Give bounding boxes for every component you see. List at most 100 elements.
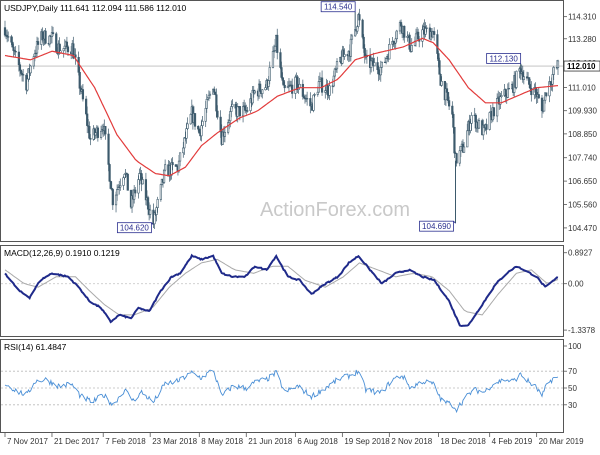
candle-body: [394, 38, 397, 44]
macd-main-line: [4, 253, 559, 328]
candle-body: [433, 31, 436, 35]
candle-body: [44, 30, 47, 44]
date-tick-label: 21 Jun 2018: [248, 437, 293, 446]
candle-body: [448, 100, 451, 107]
candle-body: [246, 110, 249, 112]
macd-tick-label: 0.8927: [568, 249, 593, 258]
candle-body: [51, 32, 55, 35]
annotation-112.130: 112.130: [486, 53, 522, 64]
candle-body: [134, 189, 137, 194]
candle-body: [11, 41, 14, 48]
candle-body: [276, 34, 279, 53]
candle-body: [193, 113, 197, 127]
candle-body: [85, 98, 88, 115]
candle-body: [440, 80, 443, 86]
annotation-label: 104.690: [422, 222, 451, 231]
price-tick-label: 104.470: [568, 224, 597, 233]
candle-body: [306, 98, 309, 100]
candle-body: [485, 124, 488, 130]
candle-body: [455, 153, 458, 164]
candle-body: [425, 27, 428, 29]
candle-body: [7, 36, 10, 38]
candle-body: [205, 98, 208, 109]
candle-body: [234, 103, 237, 109]
candle-body: [229, 111, 232, 122]
candle-body: [529, 84, 532, 89]
price-tick-label: 111.010: [568, 84, 596, 93]
candle-body: [273, 45, 277, 51]
candle-body: [488, 112, 491, 130]
candle-body: [363, 48, 366, 58]
candle-body: [204, 108, 207, 122]
candle-body: [126, 173, 129, 191]
date-tick-label: 7 Nov 2017: [7, 437, 48, 446]
candle-body: [504, 89, 507, 97]
candle-body: [528, 77, 531, 85]
candle-body: [122, 177, 125, 186]
annotation-box: [320, 1, 356, 13]
price-tick-label: 106.650: [568, 177, 597, 186]
candle-body: [328, 85, 331, 96]
candle-body: [185, 128, 188, 139]
candle-body: [318, 78, 322, 82]
candle-body: [146, 197, 150, 210]
candle-body: [268, 67, 271, 81]
candle-body: [410, 45, 413, 52]
date-tick-label: 20 Mar 2019: [539, 437, 584, 446]
candle-body: [201, 120, 204, 126]
candle-body: [99, 130, 103, 138]
candle-body: [149, 209, 152, 215]
annotation-box: [116, 222, 152, 234]
annotation-pointer: [453, 220, 456, 224]
candle-body: [89, 137, 92, 140]
rsi-line: [4, 369, 559, 414]
candle-body: [227, 122, 230, 133]
candle-body: [301, 83, 304, 97]
candle-body: [244, 105, 247, 111]
annotation-114.540: 114.540: [320, 1, 356, 13]
candle-body: [530, 88, 533, 96]
candle-body: [458, 150, 461, 164]
candle-body: [388, 44, 391, 60]
candle-body: [62, 48, 65, 52]
annotation-box: [486, 53, 522, 64]
candle-body: [86, 113, 89, 126]
candle-body: [111, 189, 114, 206]
candle-body: [107, 133, 110, 165]
candle-body: [197, 126, 200, 130]
candle-body: [326, 84, 329, 95]
candle-body: [291, 84, 294, 94]
candle-body: [155, 207, 158, 215]
candle-body: [358, 14, 361, 21]
candle-body: [421, 29, 424, 42]
candle-body: [537, 94, 540, 99]
candle-body: [26, 78, 29, 91]
axis-layer: 114.310113.280112.160111.010109.930108.8…: [4, 13, 600, 446]
candle-body: [18, 64, 22, 71]
candle-body: [462, 146, 466, 153]
candle-body: [78, 72, 81, 89]
candle-body: [385, 58, 388, 63]
candle-body: [445, 88, 449, 93]
candle-body: [320, 77, 324, 93]
candle-body: [540, 97, 544, 112]
candle-body: [241, 106, 245, 117]
candle-body: [545, 92, 548, 97]
candle-body: [414, 33, 418, 42]
candle-body: [223, 131, 227, 137]
candle-body: [177, 160, 181, 172]
candle-body: [144, 179, 148, 201]
candle-body: [94, 132, 97, 136]
candle-body: [399, 22, 403, 27]
macd-layer: [1, 253, 563, 328]
candle-body: [333, 68, 336, 77]
candle-body: [500, 95, 503, 97]
candle-body: [543, 99, 546, 112]
candle-body: [48, 35, 51, 45]
candle-body: [261, 89, 264, 94]
candle-body: [281, 77, 284, 81]
candle-body: [452, 113, 455, 128]
date-tick-label: 4 Feb 2019: [492, 437, 533, 446]
candle-body: [231, 103, 234, 107]
